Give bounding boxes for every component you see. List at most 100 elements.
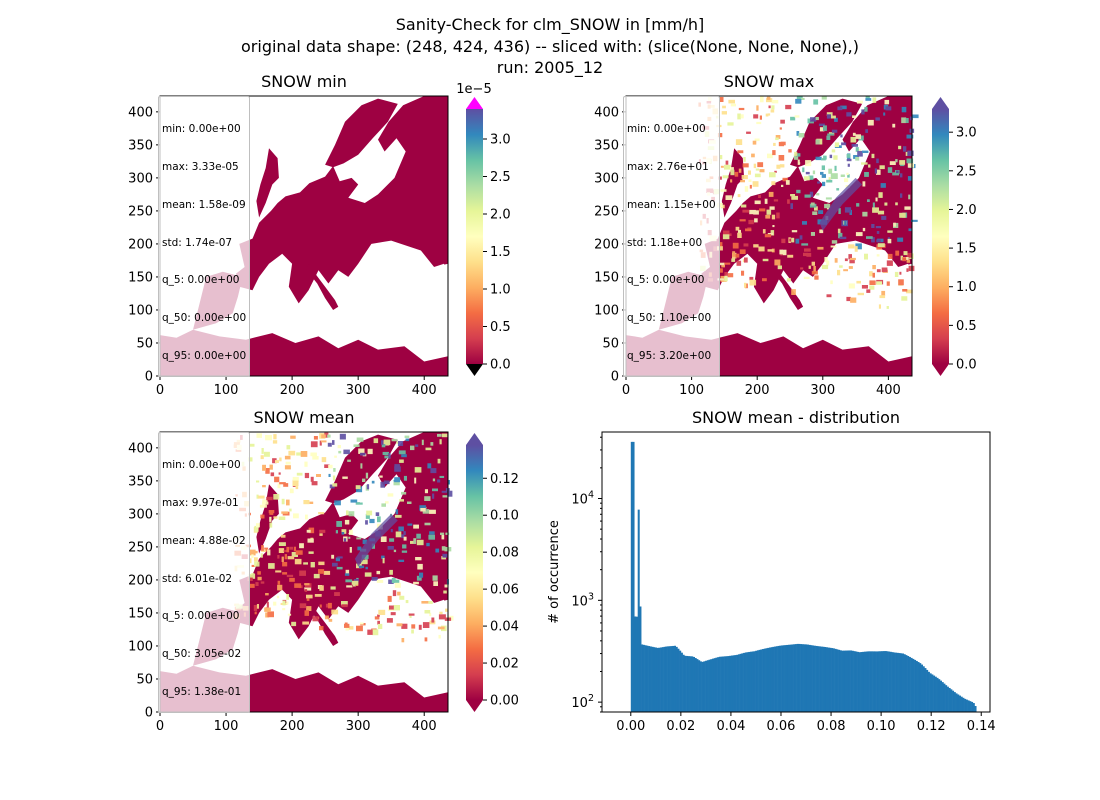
colorbar: [466, 445, 483, 700]
snow-cell: [345, 569, 350, 575]
stat-line: q_50: 1.10e+00: [627, 312, 712, 325]
snow-cell: [751, 153, 755, 158]
snow-cell: [854, 246, 858, 252]
histogram-bar: [863, 651, 866, 712]
stat-line: q_50: 3.05e-02: [162, 648, 242, 661]
snow-cell: [249, 549, 256, 556]
snow-cell: [395, 509, 399, 515]
snow-cell: [272, 440, 278, 444]
snow-cell: [356, 486, 363, 493]
histogram-bar: [791, 644, 794, 712]
histogram-bar: [743, 652, 746, 712]
snow-cell: [405, 438, 410, 442]
snow-cell: [394, 466, 401, 472]
snow-cell: [424, 489, 428, 494]
snow-cell: [401, 491, 407, 495]
snow-cell: [727, 273, 734, 278]
snow-cell: [896, 170, 899, 174]
snow-cell: [829, 154, 833, 159]
snow-cell: [858, 149, 862, 152]
snow-cell: [797, 159, 800, 165]
snow-cell: [872, 97, 877, 103]
snow-cell: [908, 228, 913, 232]
snow-cell: [887, 253, 893, 259]
histogram-bar: [953, 692, 956, 712]
snow-cell: [848, 283, 855, 289]
snow-cell: [407, 501, 412, 504]
snow-cell: [262, 501, 269, 505]
snow-cell: [256, 433, 262, 438]
snow-cell: [391, 438, 398, 442]
snow-cell: [377, 620, 380, 625]
snow-cell: [319, 585, 324, 591]
histogram-bar: [663, 646, 666, 712]
y-tick-label: 200: [594, 237, 619, 252]
snow-cell: [365, 520, 368, 525]
snow-cell: [741, 175, 748, 180]
histogram-bar: [914, 659, 917, 712]
snow-cell: [377, 614, 380, 617]
panel-title: SNOW min: [261, 72, 347, 91]
snow-cell: [303, 500, 310, 505]
snow-cell: [431, 617, 435, 623]
snow-cell: [256, 523, 260, 528]
snow-cell: [286, 499, 290, 506]
snow-cell: [749, 276, 754, 281]
snow-cell: [820, 171, 824, 175]
histogram-bar: [917, 662, 920, 712]
snow-cell: [259, 504, 267, 508]
snow-cell: [815, 156, 822, 161]
snow-cell: [781, 184, 784, 187]
snow-cell: [720, 189, 727, 192]
histogram-bar: [829, 647, 832, 712]
snow-cell: [353, 579, 359, 583]
snow-cell: [781, 238, 786, 244]
colorbar-tick-label: 0.02: [490, 657, 519, 672]
snow-cell: [846, 112, 852, 117]
snow-cell: [791, 237, 795, 243]
histogram-bar: [708, 659, 711, 712]
snow-cell: [440, 532, 445, 535]
snow-cell: [898, 145, 902, 150]
histogram-title: SNOW mean - distribution: [692, 408, 900, 427]
snow-cell: [876, 254, 880, 257]
snow-cell: [401, 534, 405, 539]
snow-cell: [906, 259, 910, 263]
histogram-bar: [691, 656, 694, 712]
snow-cell: [288, 450, 296, 456]
snow-cell: [757, 162, 764, 168]
snow-cell: [862, 211, 868, 217]
stat-line: std: 1.74e-07: [162, 236, 233, 249]
histogram-bar: [684, 655, 687, 712]
snow-cell: [768, 105, 771, 109]
snow-cell: [433, 581, 438, 586]
histogram-bar: [692, 656, 695, 712]
histogram-bar: [679, 650, 682, 712]
histogram-bar: [819, 646, 822, 712]
histogram-bar: [696, 659, 699, 712]
snow-cell: [826, 179, 833, 183]
snow-cell: [274, 476, 280, 483]
snow-cell: [743, 157, 746, 162]
snow-cell: [443, 590, 447, 594]
histogram-bar: [843, 650, 846, 712]
snow-cell: [380, 481, 385, 488]
histogram-bar: [964, 698, 967, 712]
snow-cell: [758, 194, 761, 198]
snow-cell: [810, 117, 817, 122]
histogram-bar: [853, 651, 856, 712]
snow-cell: [902, 257, 907, 262]
histogram-bar: [955, 693, 958, 712]
snow-cell: [875, 226, 881, 229]
snow-cell: [782, 249, 787, 256]
y-tick-label: 0: [611, 370, 619, 385]
snow-cell: [280, 534, 286, 538]
histogram-bar: [924, 668, 927, 712]
snow-cell: [868, 164, 871, 168]
snow-cell: [790, 203, 793, 209]
colorbar-extend-min: [466, 700, 483, 712]
snow-cell: [379, 475, 383, 478]
snow-cell: [876, 281, 882, 285]
snow-cell: [811, 261, 815, 266]
snow-cell: [429, 612, 432, 617]
